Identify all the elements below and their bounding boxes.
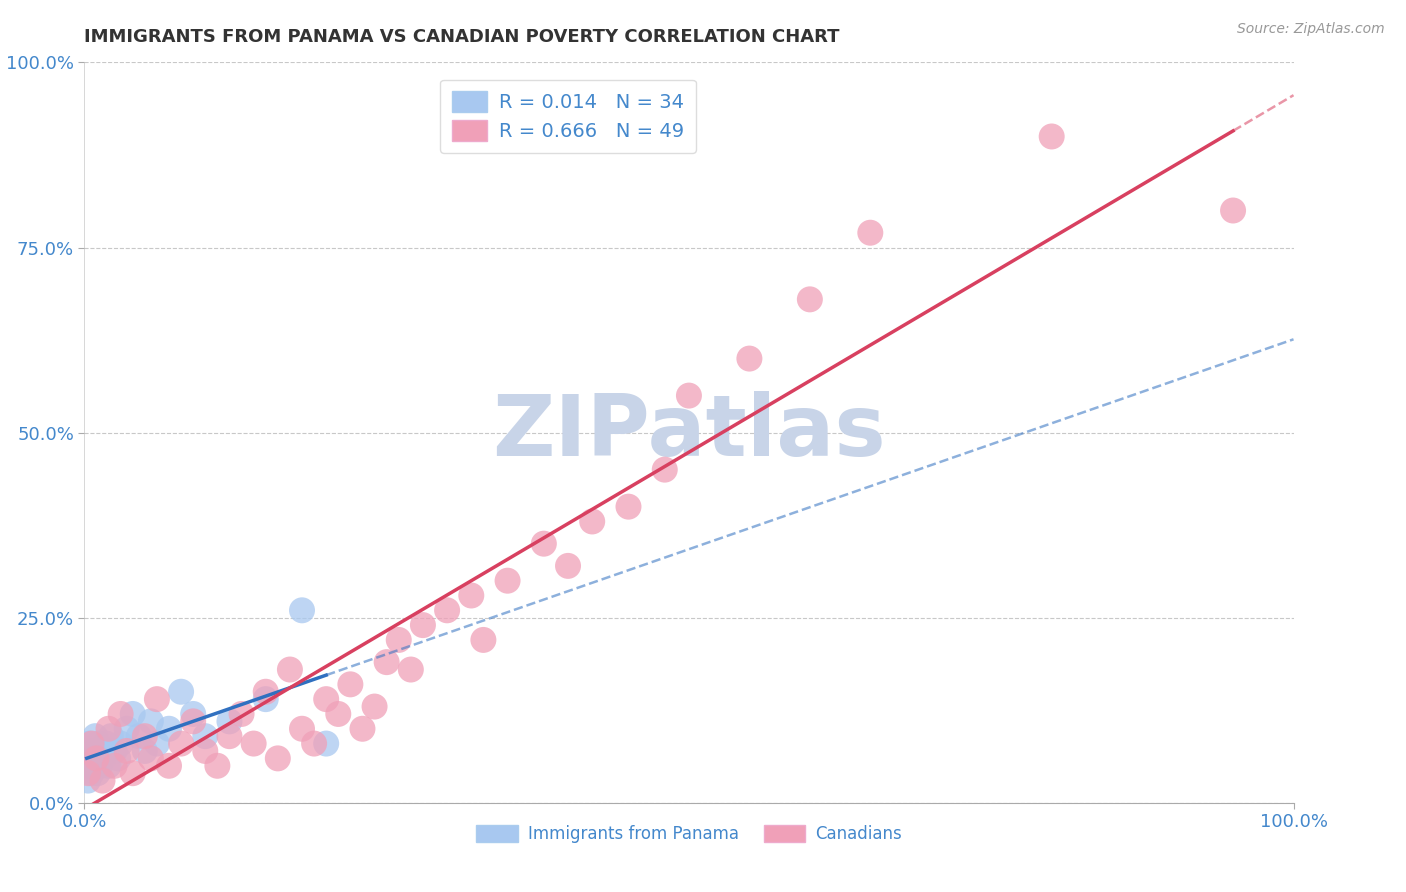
Point [80,737,103,751]
Point [267,751,290,765]
Point [104,758,127,772]
Point [472,632,495,647]
Point [110,706,132,721]
Point [352,722,374,736]
Point [436,603,458,617]
Point [115,744,138,758]
Point [617,500,640,514]
Point [375,655,398,669]
Point [97,722,120,736]
Point [134,729,156,743]
Point [89,758,111,772]
Point [302,737,325,751]
Point [97,758,120,772]
Legend: Immigrants from Panama, Canadians: Immigrants from Panama, Canadians [470,819,908,850]
Point [581,515,603,529]
Point [93,751,115,765]
Point [218,729,240,743]
Point [100,729,122,743]
Point [254,692,277,706]
Point [77,737,100,751]
Text: Source: ZipAtlas.com: Source: ZipAtlas.com [1237,22,1385,37]
Point [146,692,169,706]
Point [91,773,114,788]
Point [399,663,422,677]
Point [738,351,761,366]
Point [84,729,107,743]
Point [412,618,434,632]
Point [388,632,411,647]
Point [170,685,193,699]
Point [194,729,217,743]
Point [139,751,162,765]
Point [533,536,555,550]
Point [496,574,519,588]
Point [107,751,129,765]
Point [157,722,180,736]
Point [328,706,350,721]
Point [91,744,114,758]
Point [139,714,162,729]
Point [128,729,150,743]
Point [110,737,132,751]
Point [157,758,180,772]
Point [80,766,103,780]
Point [1222,203,1244,218]
Point [121,766,143,780]
Point [87,737,110,751]
Point [654,462,676,476]
Point [77,773,100,788]
Point [86,766,108,780]
Point [76,758,98,772]
Point [254,685,277,699]
Point [799,293,821,307]
Point [460,589,482,603]
Point [94,737,117,751]
Point [859,226,882,240]
Point [121,706,143,721]
Point [278,663,301,677]
Point [86,751,108,765]
Point [1040,129,1063,144]
Point [194,744,217,758]
Point [86,751,108,765]
Point [231,706,253,721]
Text: ZIPatlas: ZIPatlas [492,391,886,475]
Point [363,699,385,714]
Point [207,758,229,772]
Point [104,744,127,758]
Point [134,744,156,758]
Point [115,722,138,736]
Point [181,706,204,721]
Point [181,714,204,729]
Point [218,714,240,729]
Point [678,388,700,402]
Point [170,737,193,751]
Point [242,737,264,751]
Point [83,758,105,772]
Point [82,744,104,758]
Point [557,558,579,573]
Point [291,603,314,617]
Point [339,677,361,691]
Point [315,692,337,706]
Point [291,722,314,736]
Text: IMMIGRANTS FROM PANAMA VS CANADIAN POVERTY CORRELATION CHART: IMMIGRANTS FROM PANAMA VS CANADIAN POVER… [84,28,839,45]
Point [146,737,169,751]
Point [77,766,100,780]
Point [315,737,337,751]
Point [79,751,101,765]
